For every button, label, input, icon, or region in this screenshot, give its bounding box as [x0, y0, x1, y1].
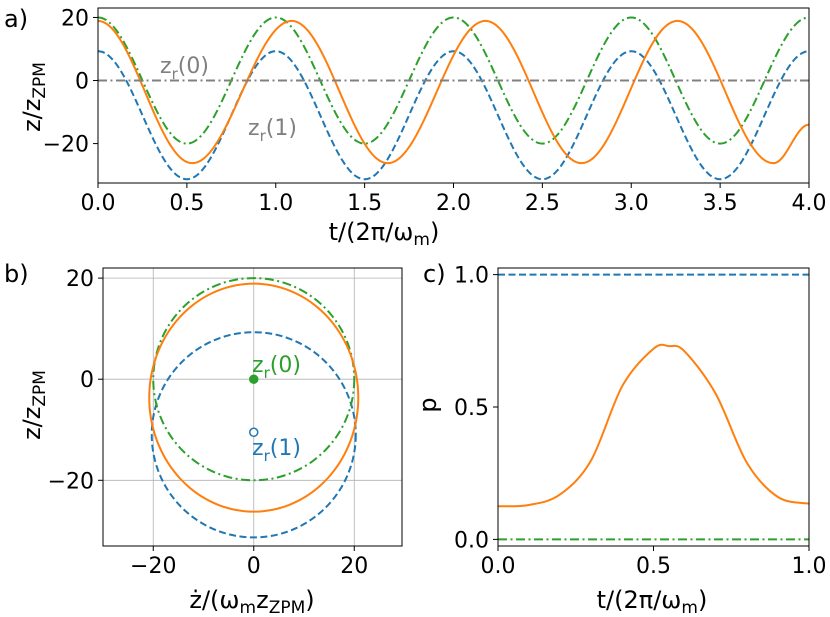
panel-b-series-dashed-line	[150, 331, 357, 539]
panel-c: c) 0.0 0.5 1.0 0.0 0.5 1.0 t/(2π/ωm) p	[414, 260, 827, 617]
panel-a-label: a)	[4, 5, 28, 33]
panel-a-x-axis-label: t/(2π/ωm)	[329, 218, 440, 250]
panel-c-series-solid-line	[498, 343, 809, 508]
panel-c-y-tick-label: 1.0	[454, 264, 489, 289]
panel-b-y-ticks: −20 0 20	[48, 267, 103, 494]
panel-a-x-tick-label: 3.0	[614, 191, 649, 216]
panel-a-x-tick-label: 2.0	[436, 191, 471, 216]
panel-a-x-tick-label: 1.5	[347, 191, 382, 216]
panel-b-axes-frame	[102, 267, 403, 547]
panel-a-x-tick-label: 0.5	[169, 191, 204, 216]
panel-c-y-tick-label: 0.0	[454, 528, 489, 553]
panel-a-x-tick-label: 3.5	[703, 191, 738, 216]
panel-b-x-tick-label: −20	[130, 554, 176, 579]
panel-a-series-solid-line	[98, 19, 809, 165]
panel-b-series-solid-line	[148, 282, 360, 513]
panel-c-x-axis-label: t/(2π/ωm)	[597, 586, 708, 617]
panel-a-annotation-zr1: zr(1)	[248, 116, 297, 145]
panel-c-y-axis-label: p	[414, 397, 442, 412]
panel-a-annotation-zr0: zr(0)	[160, 54, 209, 83]
panel-c-y-ticks: 0.0 0.5 1.0	[454, 264, 498, 553]
panel-b-label: b)	[4, 260, 29, 288]
panel-b-y-tick-label: 20	[66, 267, 94, 292]
panel-a-x-ticks: 0.0 0.5 1.0 1.5 2.0 2.5 3.0 3.5 4.0	[81, 183, 827, 216]
panel-b-x-tick-label: 20	[340, 554, 368, 579]
panel-b-series-dashdot-line	[152, 277, 356, 482]
panel-a-x-tick-label: 2.5	[525, 191, 560, 216]
panel-c-x-ticks: 0.0 0.5 1.0	[481, 546, 827, 579]
panel-b-annotation-zr1: zr(1)	[252, 436, 301, 465]
panel-b-x-axis-label: ż/(ωmzZPM)	[189, 586, 314, 617]
panel-c-plot-area	[497, 267, 810, 547]
panel-b: b) −20 0 20 −20 0 20 ż/(ωmzZPM) z/zZPM zr(0)…	[4, 260, 403, 617]
panel-b-y-axis-label: z/zZPM	[18, 370, 50, 440]
panel-b-plot-area	[102, 267, 403, 547]
panel-a-series-dashed-line	[98, 50, 809, 181]
panel-b-x-ticks: −20 0 20	[130, 546, 368, 579]
panel-a-plot-area	[97, 7, 810, 184]
panel-c-axes-frame	[497, 267, 810, 547]
panel-a-y-axis-label: z/zZPM	[18, 62, 50, 132]
panel-c-x-tick-label: 1.0	[792, 554, 827, 579]
panel-c-y-tick-label: 0.5	[454, 396, 489, 421]
panel-a-y-tick-label: −20	[43, 133, 89, 158]
panel-b-annotation-zr0: zr(0)	[252, 353, 301, 382]
panel-a-y-ticks: −20 0 20	[43, 6, 98, 158]
panel-c-x-tick-label: 0.0	[481, 554, 516, 579]
panel-a-x-tick-label: 1.0	[258, 191, 293, 216]
panel-c-x-tick-label: 0.5	[636, 554, 671, 579]
panel-b-y-tick-label: 0	[80, 368, 94, 393]
panel-c-label: c)	[423, 260, 446, 288]
panel-a-series-dashdot-line	[98, 16, 809, 145]
panel-b-y-tick-label: −20	[48, 469, 94, 494]
panel-a-x-tick-label: 0.0	[81, 191, 116, 216]
panel-a-x-tick-label: 4.0	[792, 191, 827, 216]
panel-b-marker-0	[249, 374, 259, 384]
panel-b-x-tick-label: 0	[247, 554, 261, 579]
panel-a: a) 0.0 0.5 1.0 1.5 2.0 2.5 3.0 3.5 4.0 −20 0 20 t/…	[4, 5, 827, 250]
panel-a-y-tick-label: 0	[75, 70, 89, 95]
panel-b-marker-1	[249, 427, 259, 438]
panel-a-y-tick-label: 20	[61, 6, 89, 31]
